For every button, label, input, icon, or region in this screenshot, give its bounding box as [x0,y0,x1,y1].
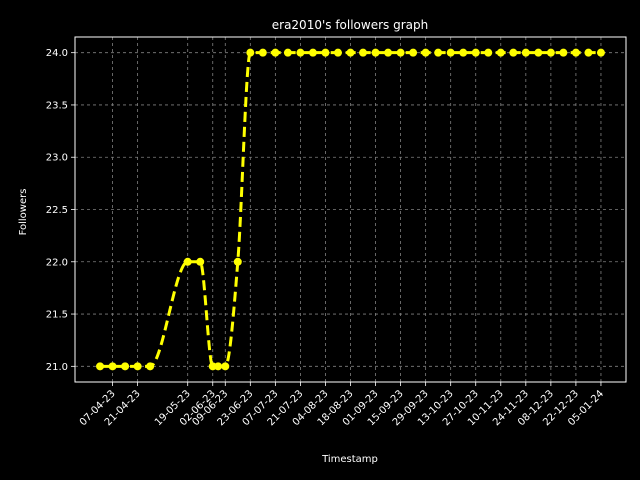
data-point [196,257,205,266]
plot-frame [74,36,627,383]
chart-title: era2010's followers graph [272,18,428,32]
data-point [396,48,405,57]
data-point [214,362,223,371]
data-point [246,48,255,57]
data-point [484,48,493,57]
y-tick-label: 22.5 [46,205,68,216]
data-point [559,48,568,57]
x-axis-label: Timestamp [321,454,378,465]
data-point [346,48,355,57]
data-point [584,48,593,57]
data-point [271,48,280,57]
data-point [283,48,292,57]
data-point [333,48,342,57]
data-point [359,48,368,57]
data-point [308,48,317,57]
data-point [233,257,242,266]
data-point [521,48,530,57]
data-point [546,48,555,57]
data-point [133,362,142,371]
data-point [146,362,155,371]
data-point [459,48,468,57]
data-point [409,48,418,57]
data-point [258,48,267,57]
y-tick-label: 21.5 [46,310,68,321]
data-point [296,48,305,57]
data-point [496,48,505,57]
data-point [421,48,430,57]
data-point [571,48,580,57]
data-point [471,48,480,57]
data-point [371,48,380,57]
data-point [596,48,605,57]
data-point [96,362,105,371]
data-point [534,48,543,57]
data-point [509,48,518,57]
data-point [434,48,443,57]
data-point [384,48,393,57]
y-tick-label: 21.0 [46,362,68,373]
data-point [121,362,130,371]
data-point [321,48,330,57]
y-axis-label: Followers [18,189,29,236]
y-tick-label: 22.0 [46,257,68,268]
y-tick-label: 24.0 [46,48,68,59]
data-point [446,48,455,57]
data-point [183,257,192,266]
y-tick-label: 23.5 [46,100,68,111]
y-tick-label: 23.0 [46,153,68,164]
data-point [108,362,117,371]
data-point [221,362,230,371]
